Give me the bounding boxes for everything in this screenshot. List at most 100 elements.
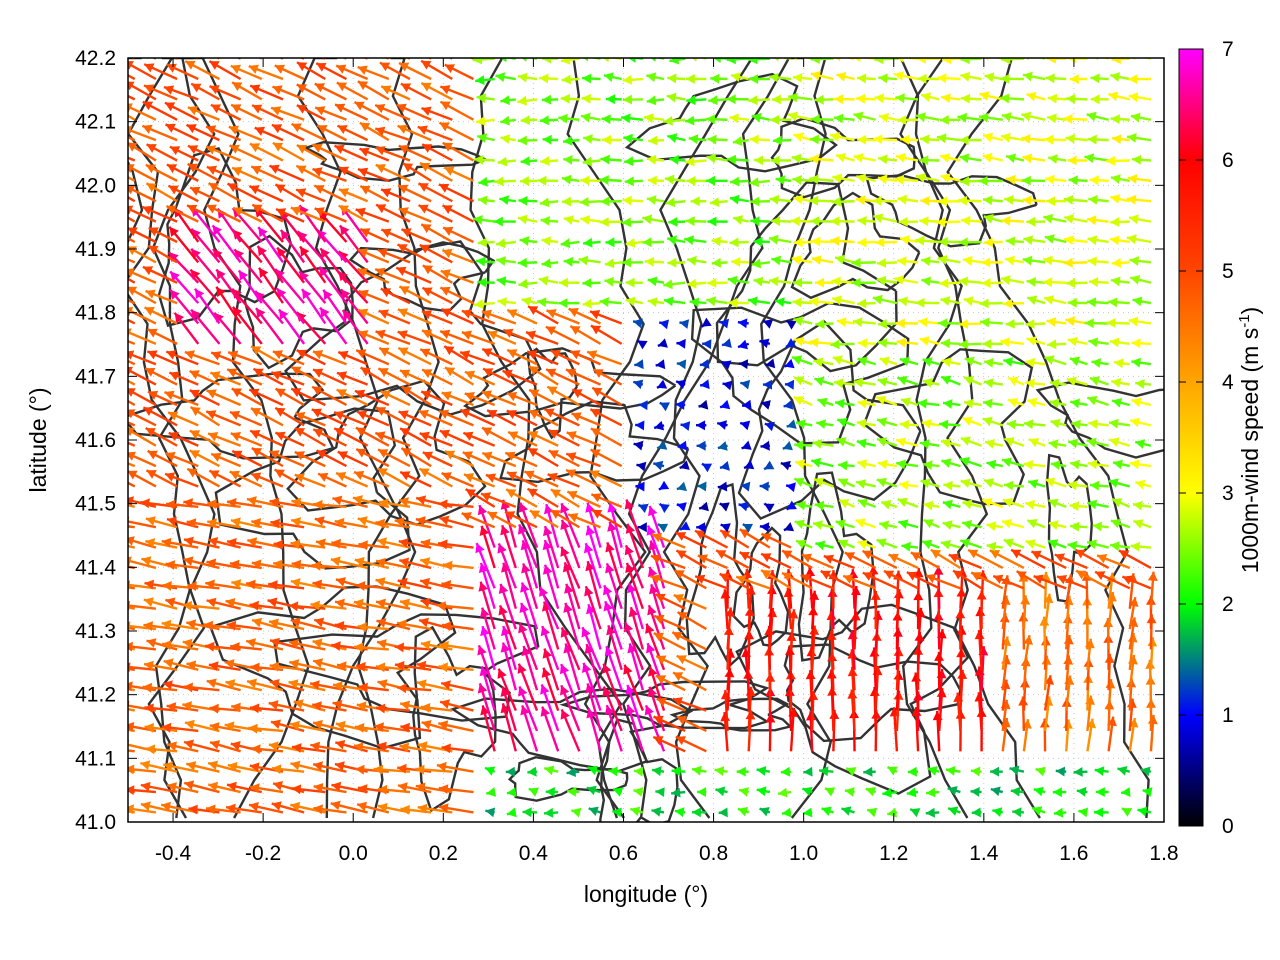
wind-arrow	[740, 481, 751, 492]
wind-arrow	[146, 638, 178, 651]
wind-arrow-head	[210, 740, 221, 750]
wind-arrow	[760, 552, 792, 570]
wind-arrow-head	[487, 511, 498, 521]
wind-arrow	[925, 807, 940, 818]
wind-arrow	[656, 697, 686, 712]
wind-arrow	[781, 807, 792, 818]
wind-arrow-head	[186, 619, 197, 630]
wind-arrow-head	[716, 550, 727, 559]
wind-arrow	[906, 787, 919, 798]
contour-line	[624, 72, 838, 173]
wind-arrow	[226, 620, 262, 631]
wind-arrow-head	[655, 787, 665, 797]
wind-arrow-head	[819, 766, 829, 777]
wind-arrow	[571, 807, 582, 818]
wind-arrow	[653, 614, 686, 631]
wind-arrow-head	[206, 678, 217, 689]
wind-arrow	[354, 723, 389, 733]
wind-arrow	[624, 544, 644, 589]
wind-arrow-head	[375, 662, 386, 673]
wind-arrow	[781, 571, 813, 590]
wind-arrow-head	[623, 622, 634, 633]
wind-arrow-head	[375, 518, 385, 529]
wind-arrow	[653, 632, 686, 651]
wind-arrow	[637, 503, 649, 513]
wind-arrow-head	[948, 806, 959, 816]
wind-arrow-head	[699, 501, 709, 512]
wind-arrow-head	[146, 638, 157, 648]
wind-arrow-head	[500, 686, 510, 697]
wind-arrow	[814, 500, 834, 511]
wind-arrow-head	[568, 513, 579, 523]
wind-arrow	[981, 498, 1004, 508]
wind-arrow	[542, 564, 560, 610]
wind-arrow-head	[647, 605, 657, 616]
contour-line	[865, 173, 1038, 248]
wind-arrow-head	[801, 553, 813, 563]
wind-arrow-head	[336, 472, 347, 482]
wind-arrow-head	[876, 538, 887, 548]
wind-arrow-head	[794, 519, 805, 529]
wind-arrow-head	[101, 410, 111, 419]
wind-arrow-head	[887, 807, 897, 818]
wind-arrow-head	[249, 762, 260, 773]
wind-arrow-head	[942, 520, 953, 530]
wind-arrow	[583, 542, 602, 589]
wind-arrow-head	[397, 577, 408, 588]
wind-arrow-head	[230, 517, 241, 528]
wind-arrow	[498, 604, 517, 650]
wind-arrow	[1094, 570, 1131, 590]
wind-arrow-shaft	[128, 665, 157, 672]
wind-arrow-head	[584, 586, 594, 597]
wind-arrow	[1111, 498, 1131, 508]
wind-arrow-head	[478, 562, 489, 573]
wind-arrow-head	[517, 663, 527, 674]
wind-arrow	[1140, 766, 1152, 777]
wind-arrow-head	[165, 472, 176, 482]
wind-arrow	[182, 600, 220, 611]
wind-arrow-head	[480, 705, 490, 716]
wind-arrow-head	[335, 740, 346, 750]
wind-arrow	[818, 766, 834, 777]
wind-arrow-head	[1023, 635, 1033, 645]
wind-arrow	[1118, 549, 1152, 570]
wind-arrow-head	[644, 705, 654, 716]
wind-arrow-head	[695, 574, 706, 584]
wind-arrow-head	[1121, 808, 1133, 817]
wind-arrow	[1025, 539, 1046, 549]
wind-arrow-head	[167, 741, 177, 752]
wind-arrow-head	[674, 807, 685, 818]
wind-arrow-head	[1002, 518, 1012, 529]
wind-arrow	[543, 765, 559, 776]
wind-arrow	[612, 787, 624, 797]
wind-arrow-head	[659, 503, 670, 513]
wind-arrow	[1069, 521, 1088, 532]
wind-arrow-head	[592, 509, 603, 519]
wind-arrow-head	[780, 766, 791, 777]
wind-arrow-head	[606, 625, 616, 636]
wind-arrow-shaft	[128, 707, 136, 712]
wind-arrow-head	[101, 163, 111, 172]
wind-arrow	[416, 679, 453, 692]
wind-arrow	[128, 469, 157, 488]
wind-arrow-head	[1003, 538, 1014, 548]
wind-arrow-head	[291, 784, 302, 795]
wind-arrow-head	[377, 537, 387, 548]
wind-arrow-head	[184, 719, 195, 730]
wind-arrow	[520, 582, 539, 630]
wind-arrow-head	[759, 807, 770, 817]
wind-arrow-head	[358, 540, 368, 551]
wind-arrow-head	[357, 622, 367, 633]
wind-arrow-head	[231, 579, 242, 589]
wind-arrow-head	[269, 661, 280, 672]
wind-arrow-head	[357, 784, 368, 794]
wind-arrow	[651, 533, 686, 549]
wind-arrow-head	[923, 500, 934, 511]
wind-arrow	[1033, 574, 1067, 590]
wind-arrow-head	[331, 538, 341, 549]
wind-arrow	[394, 661, 432, 672]
wind-arrow-head	[461, 512, 472, 522]
wind-arrow	[398, 557, 432, 570]
wind-arrow	[332, 681, 368, 692]
wind-arrow	[923, 518, 940, 529]
